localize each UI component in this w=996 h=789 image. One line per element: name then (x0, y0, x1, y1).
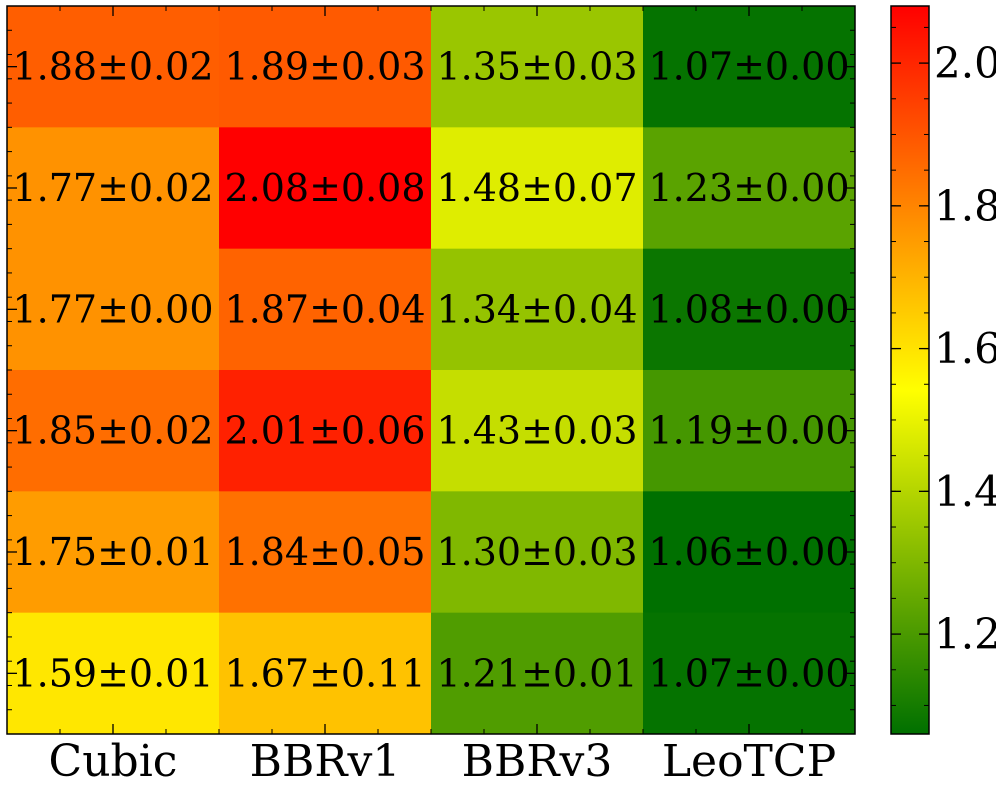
colorbar-tick-label: 1.6 (934, 324, 996, 373)
x-tick-label: LeoTCP (662, 736, 836, 787)
heatmap-cell (7, 612, 220, 735)
cell-value-label: 1.77±0.02 (12, 166, 213, 210)
heatmap-cell (643, 127, 856, 250)
cell-value-label: 1.08±0.00 (648, 287, 849, 331)
heatmap-cell (219, 612, 432, 735)
heatmap-cells (7, 6, 856, 735)
colorbar-tick-label: 2.0 (934, 39, 996, 88)
heatmap-cell (431, 248, 644, 371)
cell-value-label: 1.07±0.00 (648, 651, 849, 695)
cell-value-label: 1.77±0.00 (12, 287, 213, 331)
heatmap-cell (7, 6, 220, 128)
heatmap-cell (643, 6, 856, 128)
cell-value-label: 1.88±0.02 (12, 45, 213, 89)
heatmap-cell (431, 6, 644, 128)
cell-value-label: 1.67±0.11 (224, 651, 425, 695)
heatmap-cell-labels: 1.88±0.02 1.89±0.03 1.35±0.03 1.07±0.001.77… (12, 45, 849, 696)
cell-value-label: 1.43±0.03 (436, 409, 637, 453)
heatmap-cell (219, 491, 432, 614)
cell-value-label: 1.23±0.00 (648, 166, 849, 210)
heatmap-cell (7, 491, 220, 614)
heatmap-cell (643, 370, 856, 492)
cell-value-label: 2.01±0.06 (224, 409, 425, 453)
colorbar-tick-label: 1.8 (934, 181, 996, 230)
heatmap-cell (219, 127, 432, 250)
cell-value-label: 1.34±0.04 (436, 287, 637, 331)
cell-value-label: 1.84±0.05 (224, 530, 425, 574)
x-tick-labels: Cubic BBRv1 BBRv3 LeoTCP (49, 736, 837, 787)
colorbar-tick-labels: 1.2 1.4 1.6 1.8 2.0 (934, 39, 996, 659)
heatmap-cell (7, 248, 220, 371)
heatmap-cell (219, 6, 432, 128)
cell-value-label: 1.85±0.02 (12, 409, 213, 453)
heatmap-cell (643, 491, 856, 614)
cell-value-label: 1.89±0.03 (224, 45, 425, 89)
cell-value-label: 1.87±0.04 (224, 287, 425, 331)
cell-value-label: 1.07±0.00 (648, 45, 849, 89)
cell-value-label: 1.19±0.00 (648, 409, 849, 453)
cell-value-label: 2.08±0.08 (224, 166, 425, 210)
cell-value-label: 1.59±0.01 (12, 651, 213, 695)
colorbar-tick-label: 1.2 (934, 610, 996, 659)
cell-value-label: 1.21±0.01 (436, 651, 637, 695)
colorbar (890, 5, 930, 735)
cell-value-label: 1.06±0.00 (648, 530, 849, 574)
heatmap-cell (643, 248, 856, 371)
cell-value-label: 1.75±0.01 (12, 530, 213, 574)
heatmap-cell (7, 370, 220, 492)
axis-ticks (6, 5, 856, 735)
cell-value-label: 1.35±0.03 (436, 45, 637, 89)
heatmap-cell (431, 612, 644, 735)
heatmap-cell (7, 127, 220, 250)
heatmap-cell (643, 612, 856, 735)
colorbar-tick-label: 1.4 (934, 467, 996, 516)
cell-value-label: 1.30±0.03 (436, 530, 637, 574)
heatmap-cell (219, 248, 432, 371)
colorbar-ticks (891, 26, 929, 706)
cell-value-label: 1.48±0.07 (436, 166, 637, 210)
heatmap-cell (431, 491, 644, 614)
heatmap-cell (431, 370, 644, 492)
x-tick-label: Cubic (49, 736, 178, 787)
x-tick-label: BBRv3 (462, 736, 613, 787)
heatmap-cell (219, 370, 432, 492)
heatmap-cell (431, 127, 644, 250)
x-tick-label: BBRv1 (250, 736, 401, 787)
